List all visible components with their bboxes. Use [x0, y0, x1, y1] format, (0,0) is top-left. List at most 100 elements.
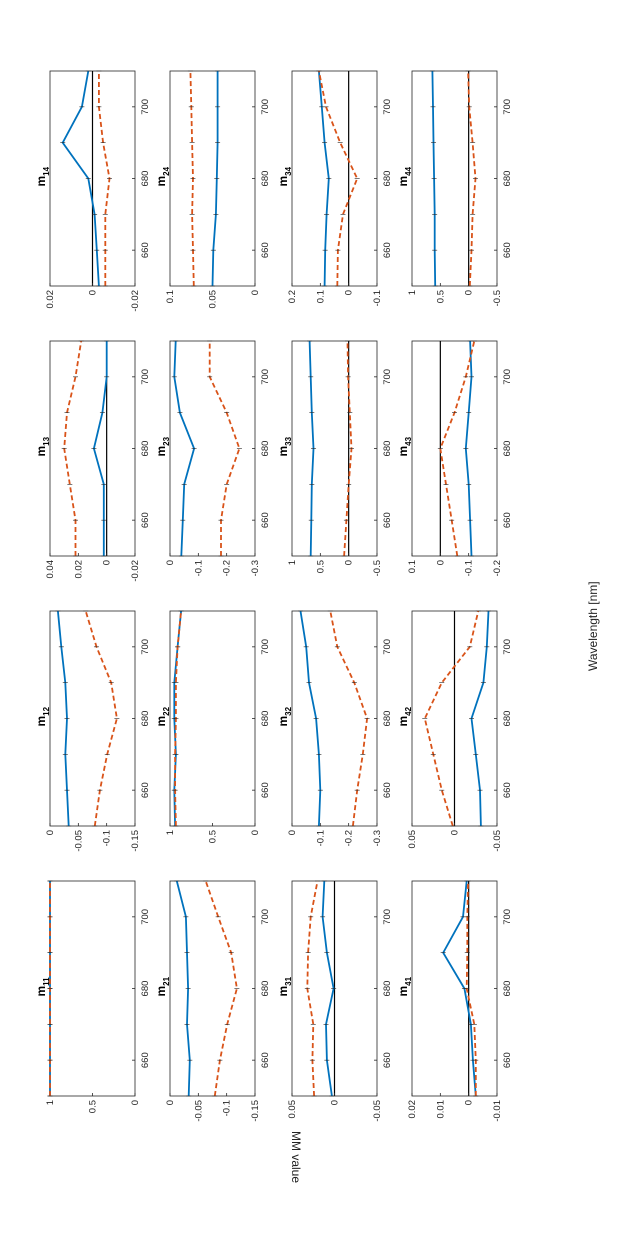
x-tick-label: 680	[382, 171, 393, 187]
y-tick-label: -0.05	[73, 830, 84, 852]
subplot-title: m14	[34, 166, 51, 186]
y-tick-label: 0	[344, 290, 355, 295]
x-tick-label: 680	[140, 711, 151, 727]
y-tick-label: 0.02	[73, 560, 84, 579]
x-tick-label: 700	[140, 909, 151, 925]
y-tick-label: -0.2	[492, 560, 503, 576]
y-tick-label: -0.3	[250, 560, 261, 576]
x-tick-label: 700	[502, 639, 513, 655]
subplot-title: m22	[154, 706, 171, 726]
x-tick-label: 680	[140, 441, 151, 457]
y-tick-label: -0.5	[372, 560, 383, 576]
plot-frame	[291, 70, 378, 287]
subplot-m43: 0.1 0 -0.1 -0.2 660 680 700 m43	[396, 340, 513, 576]
y-tick-label: -0.2	[222, 560, 233, 576]
x-tick-label: 700	[260, 99, 271, 115]
y-tick-label: 0.1	[165, 290, 176, 303]
subplot-m41: 0.02 0.01 0 -0.01 660 680 700 m41	[396, 880, 513, 1122]
series-1-line	[173, 340, 196, 557]
subplot-m21: 0 -0.05 -0.1 -0.15 660 680 700 m21	[154, 880, 271, 1122]
subplot-m32: 0 -0.1 -0.2 -0.3 660 680 700 m32	[276, 610, 393, 846]
y-tick-label: -0.3	[372, 830, 383, 846]
y-tick-label: -0.02	[130, 560, 141, 582]
subplot-title: m33	[276, 436, 293, 456]
y-tick-label: 0	[435, 560, 446, 565]
y-tick-label: -0.1	[464, 560, 475, 576]
subplot-m24: 0.1 0.05 0 660 680 700 m24	[154, 70, 271, 309]
x-tick-label: 700	[260, 909, 271, 925]
x-tick-label: 660	[502, 512, 513, 528]
x-tick-label: 700	[502, 369, 513, 385]
plot-frame	[49, 610, 136, 827]
y-tick-label: -0.1	[315, 830, 326, 846]
subplot-m31: 0.05 0 -0.05 660 680 700 m31	[276, 880, 393, 1122]
x-tick-label: 700	[382, 909, 393, 925]
series-2-line	[204, 880, 238, 1097]
subplot-m12: 0 -0.05 -0.1 -0.15 660 680 700 m12	[34, 610, 151, 852]
subplot-title: m24	[154, 166, 171, 186]
y-tick-label: 0	[165, 560, 176, 565]
y-tick-label: 0.5	[208, 830, 219, 843]
y-tick-label: -0.01	[492, 1100, 503, 1122]
x-tick-label: 700	[382, 639, 393, 655]
y-tick-label: -0.1	[102, 830, 113, 846]
x-axis-label: Wavelength [nm]	[586, 581, 600, 671]
x-tick-label: 660	[140, 242, 151, 258]
x-tick-label: 660	[140, 782, 151, 798]
subplot-m33: 1 0.5 0 -0.5 660 680 700 m33	[276, 340, 393, 576]
y-tick-label: 0.05	[407, 830, 418, 849]
x-tick-label: 680	[502, 441, 513, 457]
y-tick-label: -0.2	[344, 830, 355, 846]
x-tick-label: 680	[502, 981, 513, 997]
y-tick-label: 1	[165, 830, 176, 835]
subplot-title: m11	[34, 977, 51, 997]
x-tick-label: 700	[382, 99, 393, 115]
y-tick-label: 0.02	[45, 290, 56, 309]
x-tick-label: 700	[140, 99, 151, 115]
y-tick-label: 0	[287, 830, 298, 835]
subplot-m23: 0 -0.1 -0.2 -0.3 660 680 700 m23	[154, 340, 271, 576]
subplot-title: m42	[396, 706, 413, 726]
x-tick-label: 660	[260, 512, 271, 528]
x-tick-label: 680	[260, 981, 271, 997]
subplot-m34: 0.2 0.1 0 -0.1 660 680 700 m34	[276, 70, 393, 306]
subplot-m13: 0.04 0.02 0 -0.02 660 680 700 m13	[34, 340, 151, 582]
y-tick-label: -0.05	[372, 1100, 383, 1122]
plot-frame	[411, 880, 498, 1097]
x-tick-label: 660	[382, 242, 393, 258]
y-tick-label: 0	[88, 290, 99, 295]
series-2-line	[84, 610, 118, 827]
subplot-title: m32	[276, 706, 293, 726]
x-tick-label: 680	[140, 171, 151, 187]
x-tick-label: 660	[140, 512, 151, 528]
x-tick-label: 700	[502, 99, 513, 115]
y-tick-label: 0.5	[315, 560, 326, 573]
y-tick-label: -0.05	[492, 830, 503, 852]
y-tick-label: -0.05	[193, 1100, 204, 1122]
x-tick-label: 680	[382, 711, 393, 727]
x-tick-label: 680	[260, 711, 271, 727]
x-tick-label: 700	[382, 369, 393, 385]
series-1-line	[61, 70, 100, 287]
y-tick-label: 0	[450, 830, 461, 835]
x-tick-label: 680	[382, 441, 393, 457]
plot-frame	[169, 610, 256, 827]
plot-frame	[411, 70, 498, 287]
y-tick-label: -0.15	[250, 1100, 261, 1122]
y-tick-label: 0	[130, 1100, 141, 1105]
subplot-m14: 0.02 0 -0.02 660 680 700 m14	[34, 70, 151, 312]
y-tick-label: 1	[407, 290, 418, 295]
y-tick-label: -0.1	[193, 560, 204, 576]
x-tick-label: 680	[260, 171, 271, 187]
subplot-title: m13	[34, 436, 51, 456]
x-tick-label: 660	[260, 782, 271, 798]
x-tick-label: 660	[502, 782, 513, 798]
subplot-m44: 1 0.5 0 -0.5 660 680 700 m44	[396, 70, 513, 306]
y-tick-label: 0.02	[407, 1100, 418, 1119]
series-1-line	[470, 610, 490, 827]
x-tick-label: 660	[502, 1052, 513, 1068]
y-tick-label: 1	[45, 1100, 56, 1105]
plot-frame	[411, 340, 498, 557]
